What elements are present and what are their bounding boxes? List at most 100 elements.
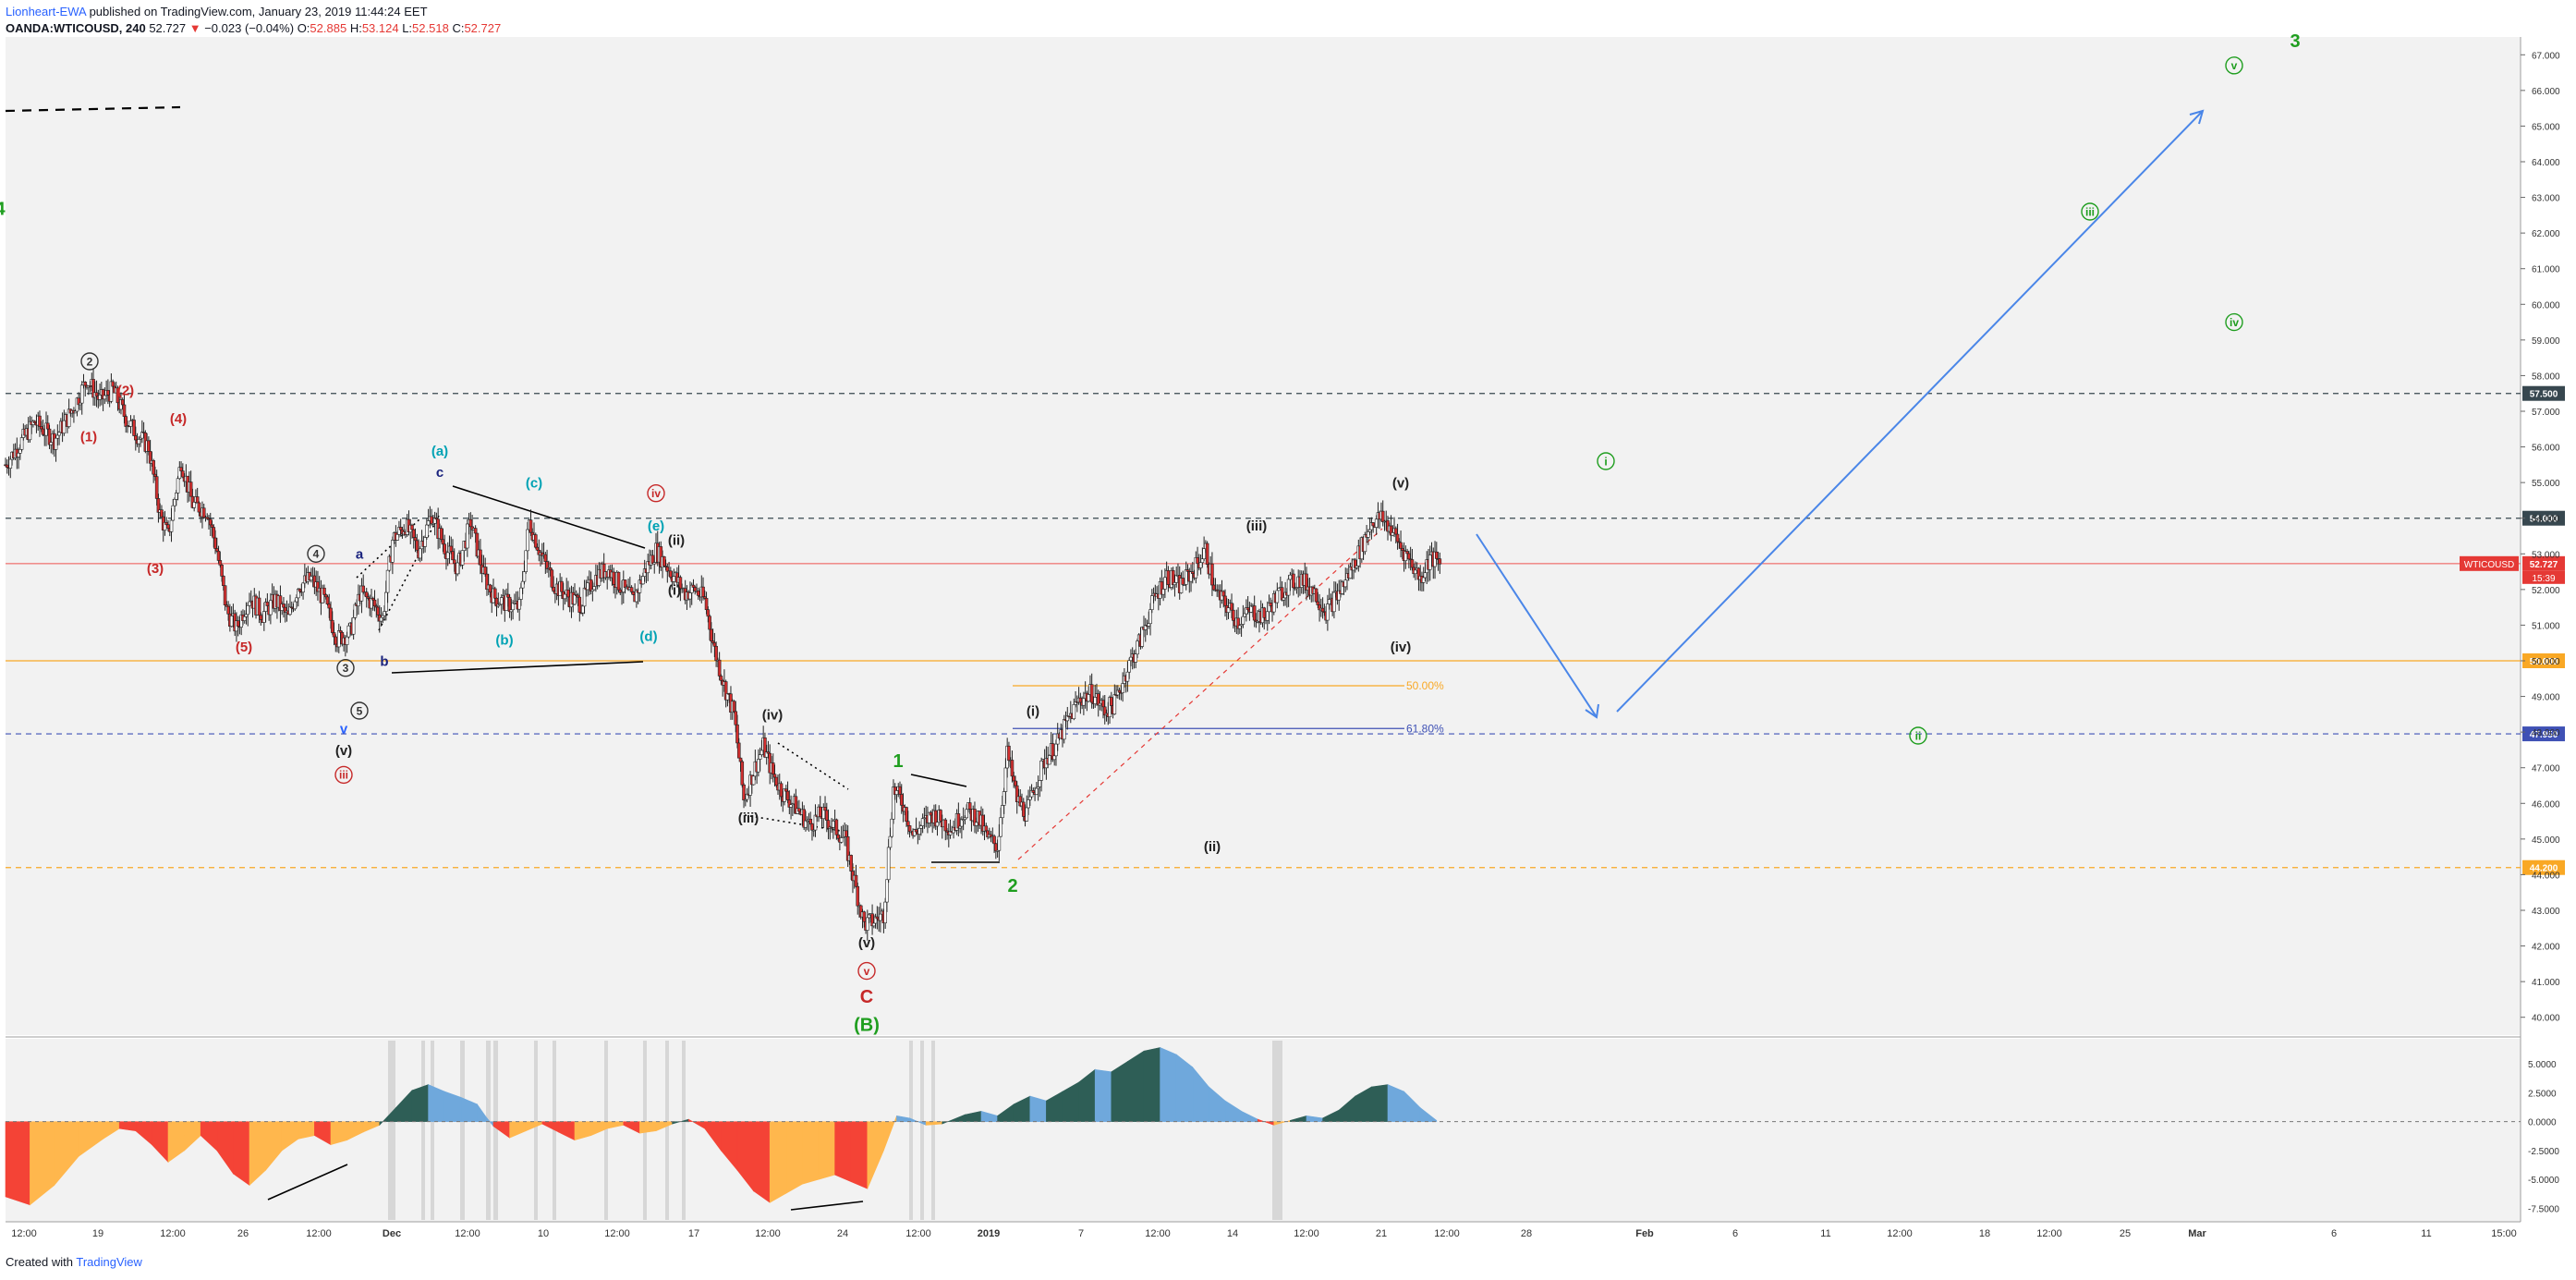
level-price-label: 57.500	[2530, 390, 2558, 400]
candle-body	[1292, 573, 1295, 589]
wave-label-circle	[2225, 312, 2243, 332]
candle-body	[1435, 551, 1439, 559]
osc-area-segment	[769, 1121, 787, 1203]
candle-body	[1089, 684, 1094, 703]
candle-body	[789, 804, 793, 808]
candle-body	[1423, 572, 1428, 579]
close-value: 52.727	[464, 21, 502, 35]
candle-body	[1367, 531, 1370, 538]
candle-body	[376, 606, 380, 616]
candle-body	[325, 596, 330, 604]
candle-body	[886, 847, 891, 881]
candle-body	[410, 524, 414, 530]
candle-body	[706, 609, 711, 617]
symbol-label[interactable]: OANDA:WTICOUSD, 240	[6, 21, 146, 35]
candle-body	[164, 522, 169, 525]
candle-body	[856, 885, 860, 907]
osc-area-segment	[1029, 1095, 1047, 1122]
candle-body	[535, 546, 540, 551]
candle-body	[929, 811, 933, 816]
candle-body	[379, 616, 383, 622]
osc-area-segment	[785, 1121, 803, 1194]
candle-body	[19, 437, 24, 450]
wave-label-circle	[1909, 726, 1927, 745]
open-value: 52.885	[310, 21, 347, 35]
candle-body	[914, 829, 918, 833]
candle-body	[1001, 805, 1004, 819]
candle-body	[192, 502, 196, 508]
price-change: −0.023 (−0.04%)	[204, 21, 295, 35]
wave-label: c	[436, 465, 444, 481]
author-link[interactable]: Lionheart-EWA	[6, 5, 86, 18]
candle-body	[246, 604, 250, 616]
candle-body	[759, 750, 764, 755]
candle-body	[1391, 532, 1395, 536]
candle-body	[1035, 787, 1039, 795]
osc-band	[909, 1041, 913, 1220]
candle-body	[1198, 562, 1203, 568]
flag-line	[910, 774, 967, 787]
wave-label: (d)	[639, 628, 657, 644]
wave-label: 5	[357, 704, 363, 717]
open-label: O:	[297, 21, 310, 35]
candle-body	[696, 591, 700, 596]
ohlc-line: OANDA:WTICOUSD, 240 52.727 ▼ −0.023 (−0.…	[6, 20, 501, 37]
candle-body	[134, 435, 138, 441]
candle-body	[1367, 529, 1372, 532]
candle-body	[797, 808, 801, 812]
candle-body	[208, 518, 213, 526]
candle-body	[997, 835, 1002, 851]
osc-band	[431, 1041, 434, 1220]
candle-body	[479, 549, 482, 566]
candle-body	[576, 594, 580, 598]
candle-body	[330, 619, 334, 633]
osc-band	[920, 1041, 924, 1220]
osc-area-segment	[850, 1121, 869, 1189]
price-tick-label: 45.000	[2532, 835, 2560, 846]
candle-body	[171, 505, 176, 521]
candle-body	[124, 416, 128, 427]
fib-level-label: 61.80%	[1406, 722, 1444, 735]
candle-body	[1147, 623, 1151, 627]
osc-tick-label: 2.5000	[2528, 1089, 2557, 1099]
candle-body	[836, 834, 840, 839]
candle-body	[1286, 579, 1291, 596]
candle-body	[735, 724, 739, 744]
candle-body	[345, 636, 349, 645]
candle-body	[132, 420, 136, 436]
candle-body	[147, 440, 151, 452]
candle-body	[364, 591, 369, 598]
candle-body	[533, 534, 538, 548]
candle-body	[854, 874, 858, 887]
candle-body	[384, 591, 388, 612]
triangle-lower-line	[391, 661, 644, 674]
wave-label: (B)	[854, 1016, 880, 1036]
candle-body	[391, 540, 395, 563]
candle-body	[499, 597, 504, 605]
price-tick-label: 54.000	[2532, 515, 2560, 525]
candle-body	[181, 470, 185, 478]
osc-area-segment	[1094, 1068, 1112, 1122]
main-pane-bg	[6, 37, 2521, 1035]
candle-body	[1161, 589, 1165, 595]
candle-body	[943, 819, 948, 832]
candle-body	[1038, 780, 1042, 787]
current-price-tag	[2522, 555, 2565, 571]
wave-label: (iii)	[1246, 518, 1268, 534]
candle-body	[920, 818, 925, 826]
candle-body	[517, 599, 521, 610]
candle-body	[879, 913, 882, 921]
candle-body	[295, 597, 298, 603]
candle-body	[79, 384, 84, 404]
chart-header: Lionheart-EWA published on TradingView.c…	[6, 4, 501, 37]
candle-body	[456, 562, 460, 575]
publish-line: Lionheart-EWA published on TradingView.c…	[6, 4, 501, 20]
candle-body	[1117, 689, 1122, 693]
candle-body	[526, 529, 529, 552]
chart-area[interactable]: WTICOUSD 50.00% 61.80% 2 (2) (1) (4) (3) (5) 3 4 a…	[0, 0, 2576, 1248]
candle-body	[1428, 555, 1432, 570]
candle-body	[552, 586, 555, 591]
tradingview-link[interactable]: TradingView	[76, 1255, 142, 1269]
candle-body	[1134, 653, 1137, 663]
candle-body	[265, 602, 270, 606]
